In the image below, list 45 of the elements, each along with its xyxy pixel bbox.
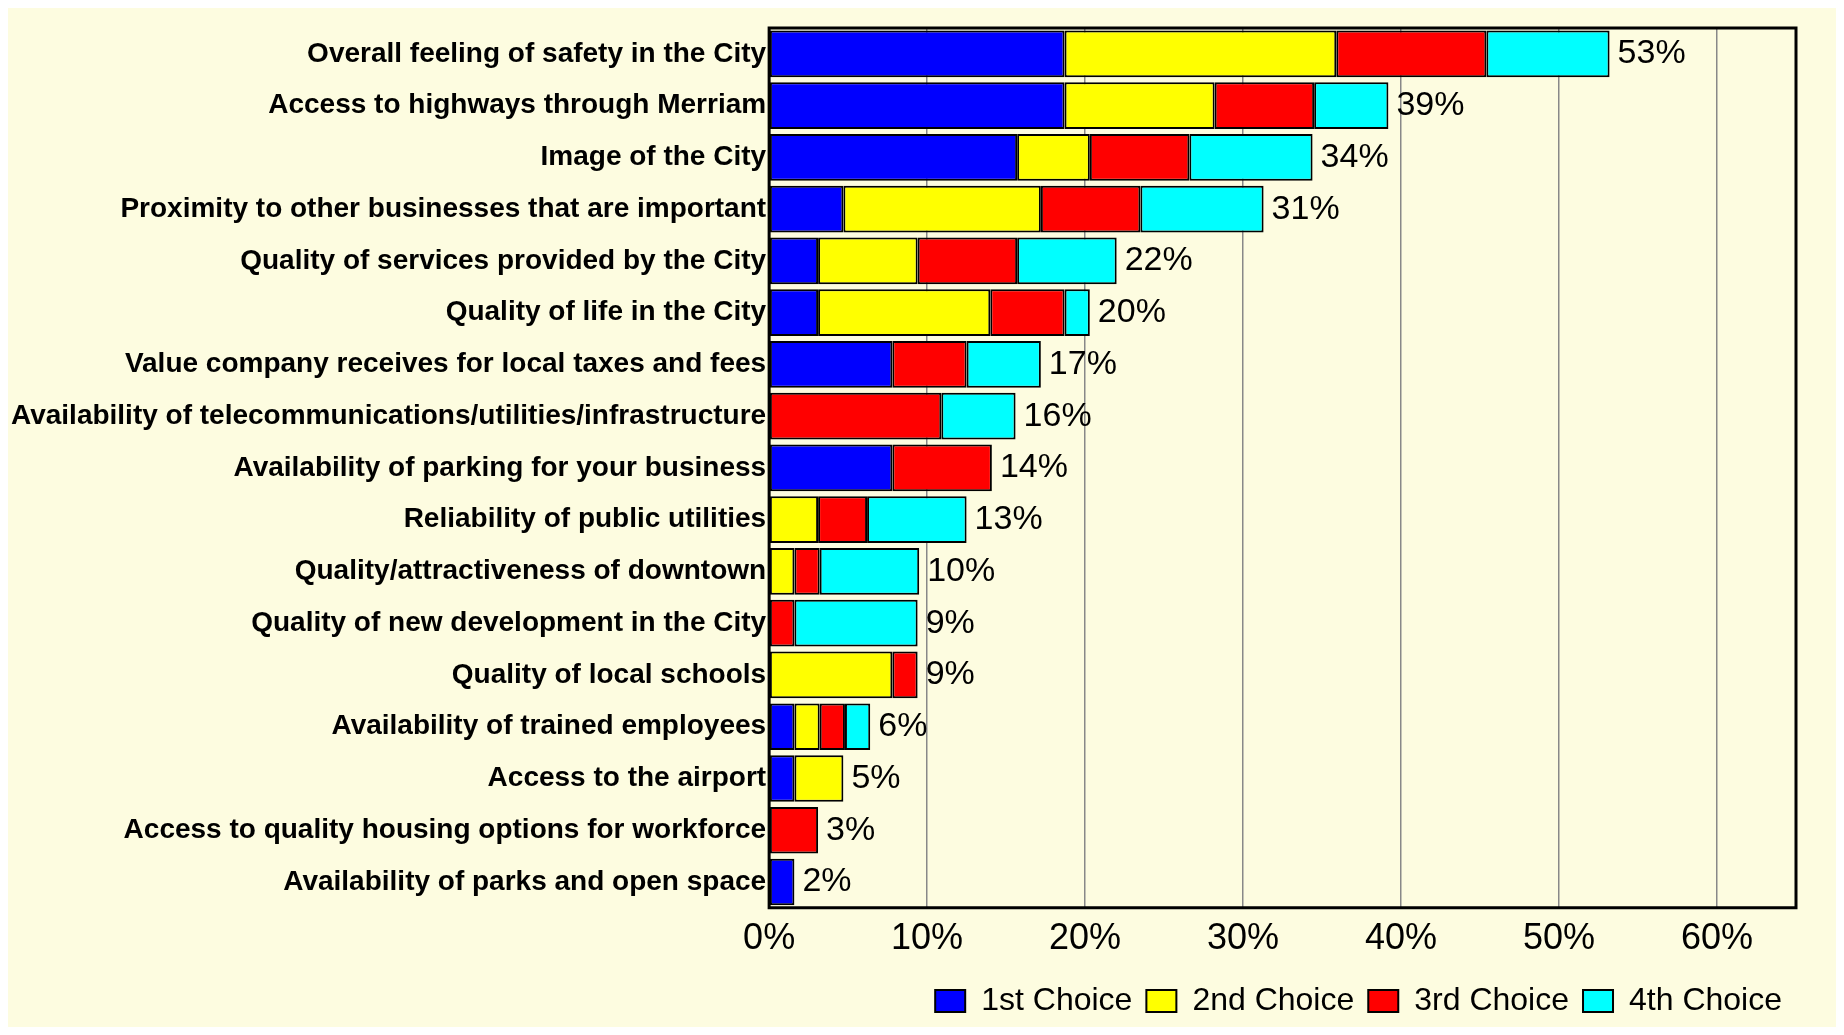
- legend-label: 3rd Choice: [1414, 980, 1570, 1017]
- total-label: 13%: [974, 498, 1043, 537]
- total-label: 6%: [878, 705, 928, 744]
- total-label: 20%: [1097, 291, 1166, 330]
- y-tick-label: Quality of services provided by the City: [240, 243, 767, 275]
- y-tick-label: Quality of new development in the City: [251, 605, 767, 637]
- total-label: 34%: [1320, 135, 1389, 174]
- x-tick-label: 30%: [1207, 916, 1280, 958]
- y-tick-label: Quality of local schools: [451, 657, 767, 689]
- y-tick-label: Value company receives for local taxes and fees: [124, 347, 767, 379]
- y-tick-label: Access to the airport: [487, 761, 767, 793]
- total-label: 14%: [999, 446, 1068, 485]
- y-tick-label: Availability of parking for your business: [233, 450, 767, 482]
- total-label: 9%: [925, 653, 975, 692]
- total-label: 31%: [1271, 187, 1340, 226]
- total-label: 39%: [1396, 84, 1465, 122]
- y-tick-label: Access to quality housing options for workforce: [123, 812, 767, 844]
- y-tick-label: Reliability of public utilities: [403, 502, 767, 534]
- x-tick-label: 50%: [1523, 916, 1596, 958]
- total-label: 5%: [851, 756, 901, 795]
- total-label: 3%: [826, 808, 876, 847]
- x-tick-label: 40%: [1365, 916, 1438, 958]
- legend-label: 4th Choice: [1629, 980, 1782, 1017]
- total-label: 53%: [1617, 32, 1686, 71]
- y-tick-label: Availability of parks and open space: [283, 864, 767, 896]
- y-tick-label: Quality of life in the City: [445, 295, 767, 327]
- x-tick-label: 0%: [743, 916, 796, 958]
- y-tick-label: Proximity to other businesses that are important: [120, 191, 767, 223]
- y-tick-label: Availability of telecommunications/utilities/infrastructure: [11, 398, 767, 430]
- legend-label: 2nd Choice: [1192, 980, 1355, 1017]
- y-tick-label: Quality/attractiveness of downtown: [294, 554, 767, 586]
- y-tick-label: Image of the City: [540, 140, 767, 172]
- y-tick-label: Overall feeling of safety in the City: [307, 36, 767, 68]
- total-label: 2%: [802, 860, 852, 899]
- total-label: 10%: [927, 549, 996, 588]
- total-label: 9%: [925, 601, 975, 640]
- x-tick-label: 20%: [1049, 916, 1122, 958]
- x-tick-label: 60%: [1680, 916, 1754, 958]
- y-tick-label: Availability of trained employees: [331, 709, 767, 741]
- total-label: 17%: [1048, 342, 1117, 381]
- x-tick-label: 10%: [891, 916, 964, 958]
- total-label: 22%: [1124, 239, 1193, 278]
- total-label: 16%: [1023, 394, 1092, 433]
- y-tick-label: Access to highways through Merriam: [268, 88, 767, 120]
- legend-label: 1st Choice: [981, 980, 1133, 1017]
